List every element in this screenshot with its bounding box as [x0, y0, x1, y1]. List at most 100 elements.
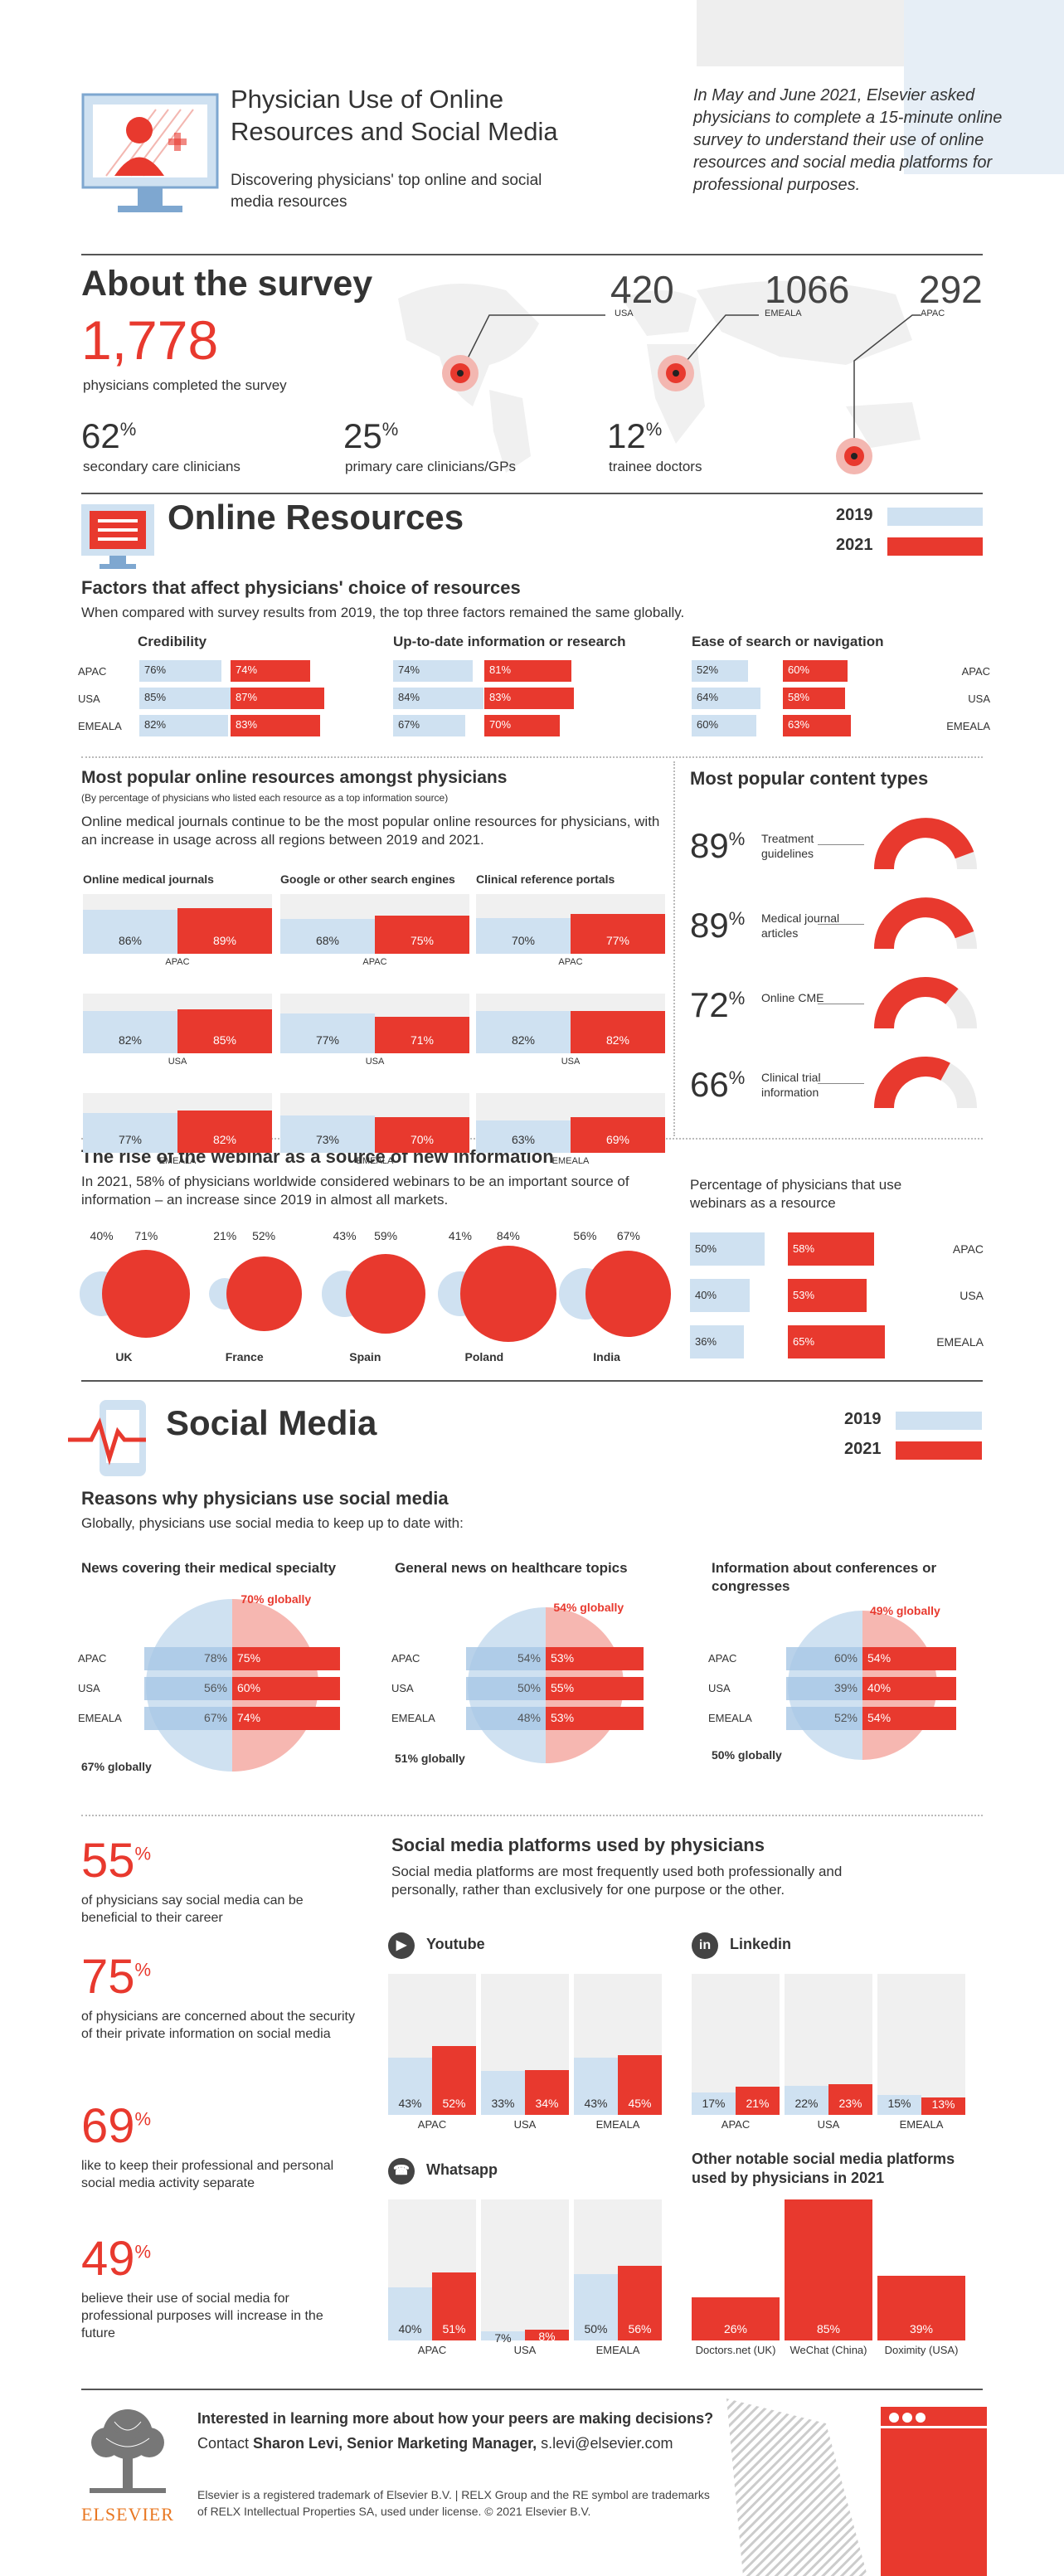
apac-count: 292	[919, 268, 983, 311]
bar-2021: 65%	[788, 1325, 885, 1358]
bubble-2019-label: 43%	[333, 1229, 357, 1242]
bar-2019: 82%	[83, 1011, 177, 1053]
fact-pct: 49%	[81, 2231, 151, 2287]
region-label: USA	[78, 1682, 100, 1694]
online-resources-icon	[81, 504, 154, 571]
fact-pct: 55%	[81, 1833, 151, 1888]
region-label: APAC	[78, 1652, 107, 1665]
content-pct: 89%	[690, 906, 745, 945]
bar-2021: 83%	[484, 688, 574, 709]
bar-2019: 50%	[574, 2274, 618, 2340]
divider	[81, 1380, 983, 1382]
bar-2021: 83%	[231, 715, 320, 736]
fact-pct: 75%	[81, 1949, 151, 2005]
bar-2021: 23%	[828, 2084, 872, 2115]
bar-2019: 63%	[476, 1120, 571, 1153]
gauge-fill	[874, 977, 959, 1029]
legend-2019-swatch	[896, 1412, 982, 1430]
webinar-pct-title: Percentage of physicians that use webina…	[690, 1177, 902, 1212]
bar-2021: 63%	[783, 715, 851, 736]
webinar-desc: In 2021, 58% of physicians worldwide con…	[81, 1174, 629, 1208]
monitor-icon	[81, 93, 219, 219]
bubble-2021	[102, 1249, 191, 1339]
logo-text: ELSEVIER	[81, 2504, 174, 2525]
factor-title: Ease of search or navigation	[692, 634, 884, 649]
contact-email[interactable]: s.levi@elsevier.com	[541, 2435, 673, 2452]
region-label: USA	[708, 1682, 731, 1694]
bar-2021: 56%	[618, 2266, 662, 2340]
region-label: EMEALA	[356, 1156, 394, 1166]
bubble-2021	[345, 1253, 426, 1334]
bar-2019: 67%	[393, 715, 466, 736]
stat-value: 25	[343, 416, 382, 455]
content-pct: 89%	[690, 826, 745, 866]
bar-2021: 21%	[736, 2087, 780, 2115]
region-label: APAC	[952, 1242, 984, 1256]
pct-sign: %	[728, 908, 746, 929]
gauge-fill	[874, 897, 974, 950]
apac-label: APAC	[921, 309, 945, 318]
bar-2021: 60%	[232, 1677, 340, 1700]
content-pct-value: 89	[690, 826, 729, 865]
region-label: USA	[78, 693, 100, 705]
region-label: USA	[960, 1289, 984, 1302]
fact-value: 49	[81, 2232, 135, 2286]
bar-2019: 50%	[466, 1677, 546, 1700]
bar-2019: 73%	[280, 1115, 375, 1153]
bar-2019: 40%	[388, 2287, 432, 2340]
survey-title: About the survey	[81, 264, 373, 304]
bar-2021: 75%	[375, 915, 469, 954]
stat-secondary-value: 62%	[81, 416, 136, 456]
usa-count: 420	[610, 268, 674, 311]
bar-2019: 50%	[690, 1232, 765, 1266]
contact-name: Sharon Levi, Senior Marketing Manager,	[253, 2435, 537, 2452]
pct-sign: %	[134, 2241, 152, 2263]
platform-panel	[481, 2199, 569, 2340]
region-label: USA	[561, 1057, 581, 1067]
social-media-icon	[66, 1398, 149, 1478]
content-pct: 66%	[690, 1065, 745, 1105]
reasons-desc: Globally, physicians use social media to…	[81, 1515, 464, 1531]
emeala-label: EMEALA	[765, 309, 802, 318]
bubble-2019-label: 21%	[213, 1229, 237, 1242]
region-label: EMEALA	[551, 1156, 590, 1166]
gauge-fill	[874, 1057, 950, 1109]
region-label: APAC	[78, 665, 107, 678]
divider	[81, 2389, 983, 2390]
platform-bar: 85%	[785, 2199, 872, 2340]
bar-2021: 8%	[525, 2330, 569, 2343]
bar-2021: 54%	[862, 1707, 956, 1730]
bar-2019: 77%	[280, 1013, 375, 1053]
bar-2021: 13%	[921, 2097, 965, 2115]
bar-2019: 52%	[692, 660, 748, 682]
bubble-2021-label: 84%	[496, 1229, 520, 1242]
bar-2019: 7%	[481, 2331, 525, 2345]
bar-2019: 68%	[280, 918, 375, 954]
legend-2021-swatch	[896, 1441, 982, 1460]
bar-2021: 54%	[862, 1647, 956, 1670]
linkedin-icon: in	[692, 1932, 718, 1959]
bar-2021: 70%	[375, 1116, 469, 1153]
country-label: UK	[115, 1350, 133, 1363]
bar-2019: 54%	[466, 1647, 546, 1670]
survey-total-label: physicians completed the survey	[83, 377, 287, 393]
platform-name: Linkedin	[730, 1936, 792, 1952]
bar-2019: 15%	[877, 2095, 921, 2115]
region-label: EMEALA	[708, 1712, 752, 1724]
fact-label: believe their use of social media for pr…	[81, 2292, 323, 2340]
content-gauge	[874, 897, 977, 950]
survey-total: 1,778	[81, 309, 219, 371]
stat-trainee-value: 12%	[607, 416, 662, 456]
bar-2019: 52%	[786, 1707, 862, 1730]
region-label: EMEALA	[158, 1156, 197, 1166]
stat-primary-label: primary care clinicians/GPs	[345, 459, 516, 474]
fact-value: 75	[81, 1950, 135, 2004]
stat-unit: %	[645, 419, 663, 440]
reason-title: General news on healthcare topics	[395, 1560, 628, 1576]
bar-2019: 78%	[143, 1647, 232, 1670]
fact-label: like to keep their professional and pers…	[81, 2159, 334, 2190]
emeala-count: 1066	[765, 268, 850, 311]
bar-2021: 45%	[618, 2055, 662, 2115]
legend-2021-swatch	[887, 537, 983, 556]
popular-title: Most popular online resources amongst ph…	[81, 768, 508, 787]
